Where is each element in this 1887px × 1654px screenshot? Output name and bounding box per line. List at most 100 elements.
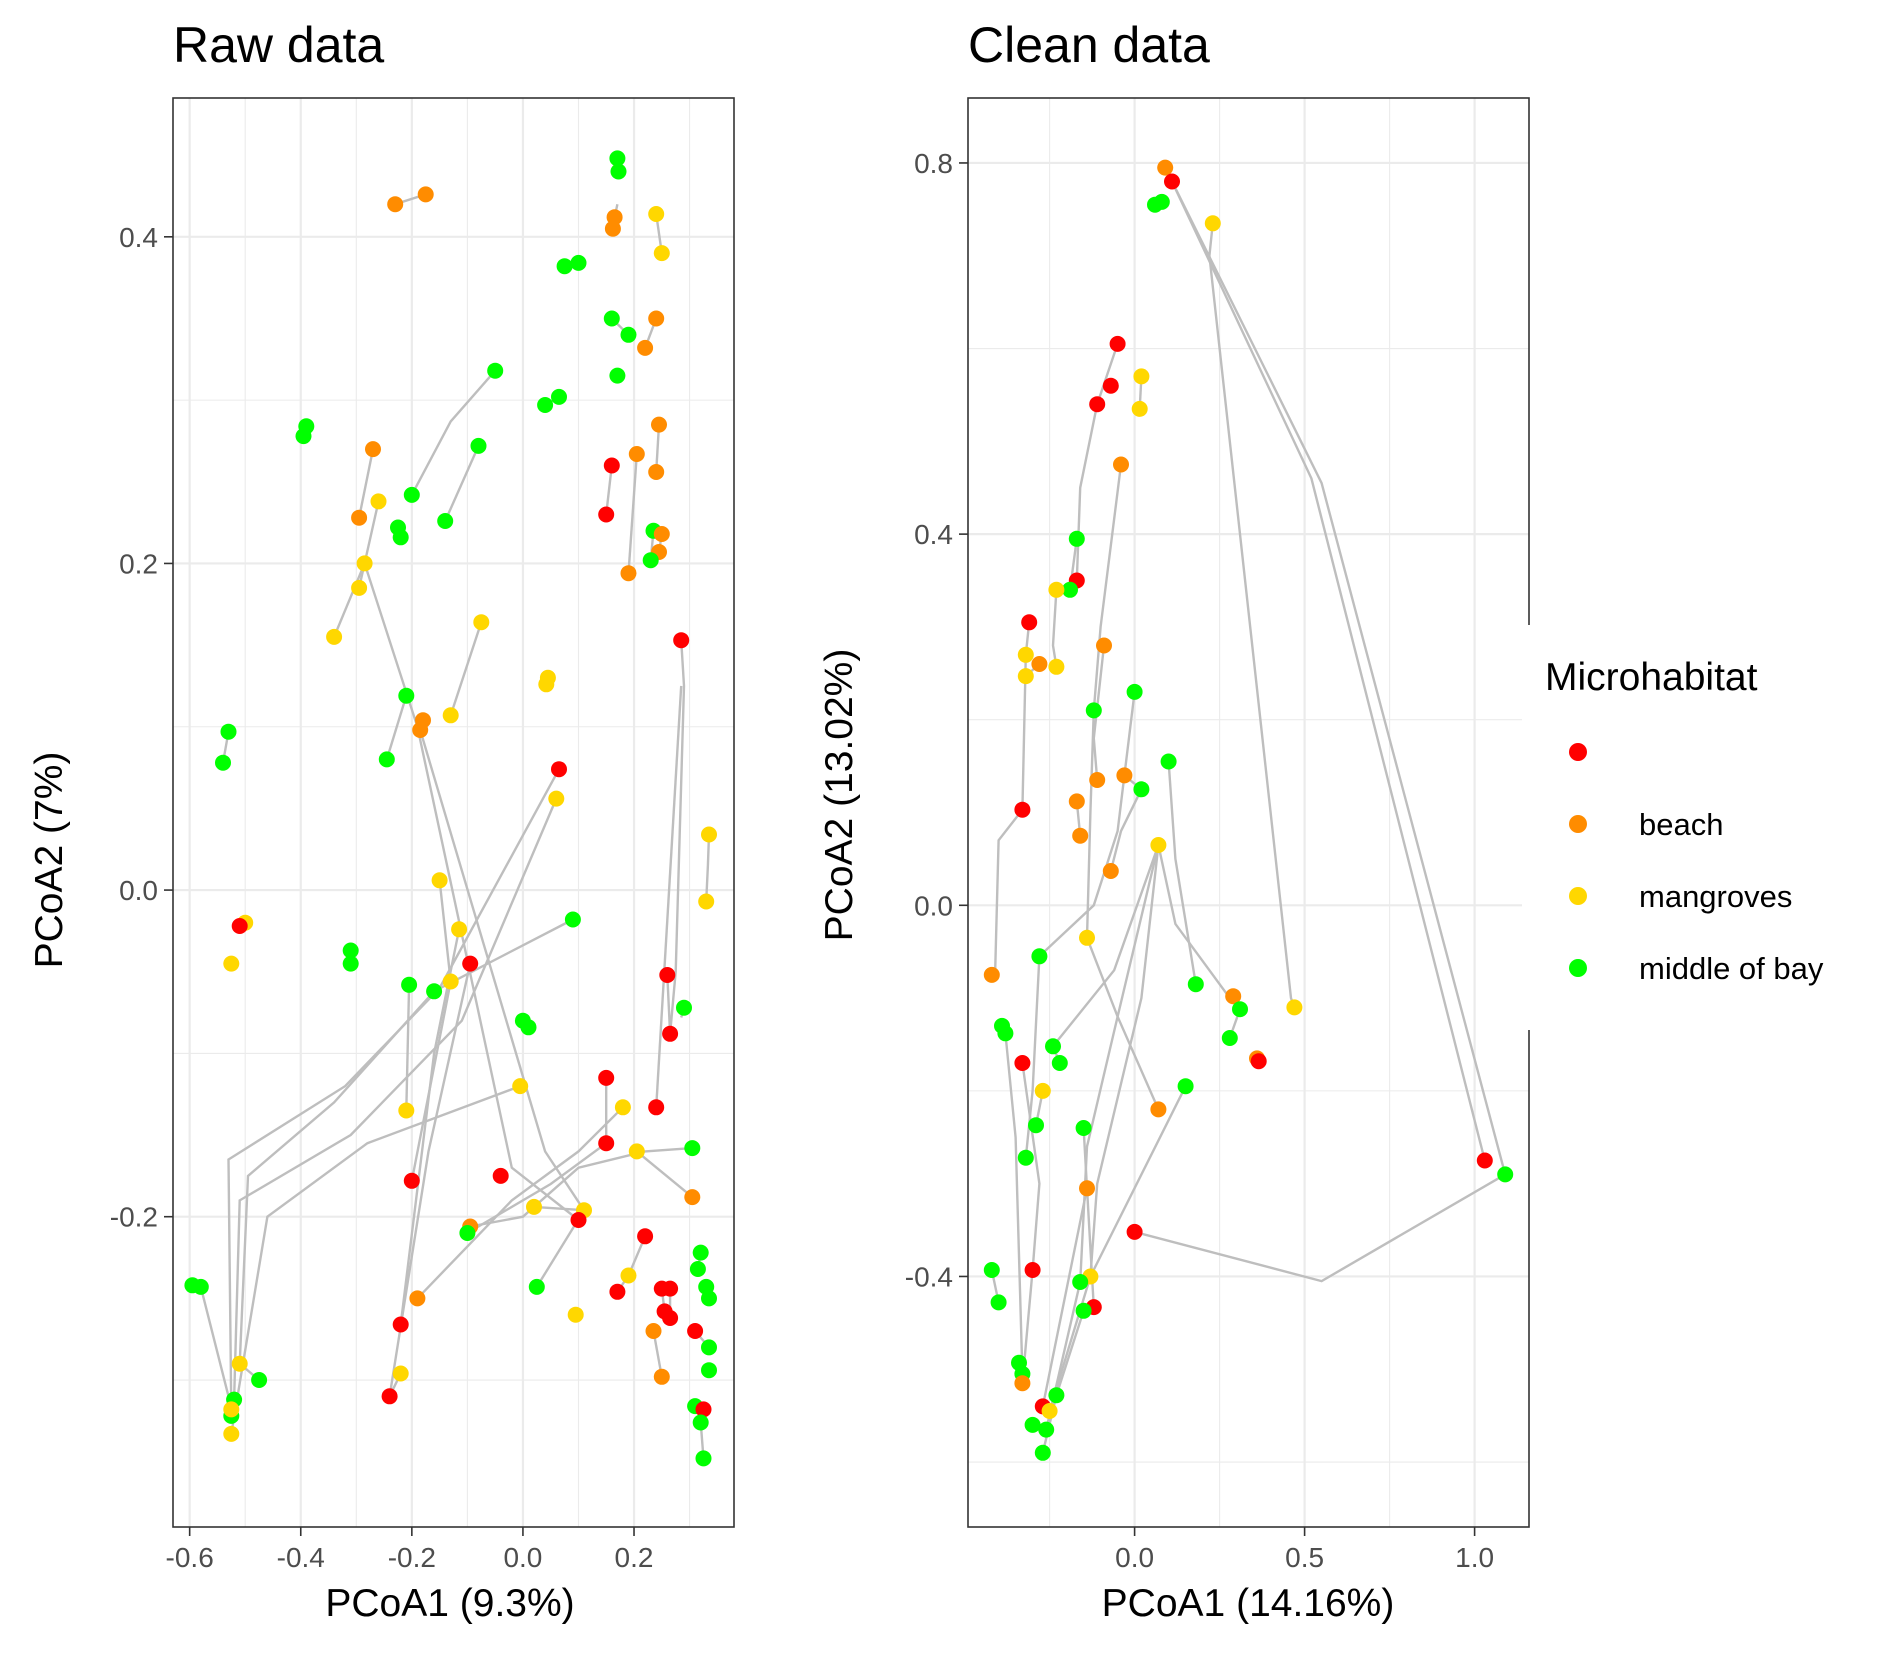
raw-data-point bbox=[437, 513, 454, 529]
raw-data-connector bbox=[533, 1205, 585, 1212]
legend-label: mangroves bbox=[1639, 879, 1792, 914]
raw-data-point bbox=[698, 893, 715, 910]
raw-data-points bbox=[184, 150, 717, 1467]
raw-data-point bbox=[610, 163, 627, 180]
raw-data-point bbox=[637, 339, 654, 356]
raw-data-connector bbox=[227, 768, 561, 1413]
clean-data-point bbox=[1126, 1223, 1143, 1240]
raw-data-connector bbox=[416, 1106, 624, 1300]
clean-data-point bbox=[1072, 827, 1089, 844]
raw-data-point bbox=[431, 872, 448, 889]
raw-data-point bbox=[648, 1099, 665, 1116]
clean-data-point bbox=[1089, 772, 1106, 788]
clean-data-point bbox=[1079, 929, 1095, 946]
raw-data-connector bbox=[636, 1150, 694, 1199]
clean-data-point bbox=[1096, 637, 1112, 654]
raw-data-ticks: -0.6 -0.4 -0.2 0.0 0.2 -0.2 0.0 0.2 0.4 bbox=[110, 222, 654, 1573]
clean-data-point bbox=[1017, 646, 1034, 663]
raw-data-point bbox=[231, 918, 248, 934]
clean-data-point bbox=[1034, 1082, 1051, 1099]
raw-data-point bbox=[487, 362, 504, 379]
raw-data-point bbox=[648, 206, 665, 222]
clean-data-point bbox=[1017, 1149, 1034, 1166]
clean-data-point bbox=[1075, 1120, 1092, 1136]
clean-data-point bbox=[1041, 1403, 1058, 1419]
clean-data-point bbox=[1089, 396, 1106, 413]
raw-data-point bbox=[662, 1025, 679, 1042]
clean-data-point bbox=[1068, 530, 1085, 547]
raw-data-point bbox=[598, 1135, 615, 1152]
raw-data-point bbox=[628, 1143, 645, 1160]
raw-data-point bbox=[653, 1368, 670, 1385]
raw-data-point bbox=[548, 790, 565, 807]
clean-data-connector bbox=[1157, 844, 1234, 1000]
clean-data-title: Clean data bbox=[968, 17, 1210, 73]
clean-data-point bbox=[1014, 1375, 1031, 1392]
raw-data-point bbox=[564, 911, 581, 928]
clean-data-point bbox=[1068, 793, 1085, 810]
clean-data-connector bbox=[990, 808, 1024, 976]
raw-data-point bbox=[662, 1280, 679, 1297]
clean-data-connector bbox=[1109, 788, 1143, 872]
raw-data-panel: Raw data -0.6 -0.4 -0.2 0.0 0.2 -0.2 0.0 0.2 0.4… bbox=[28, 17, 735, 1625]
clean-data-point bbox=[1131, 400, 1148, 417]
clean-data-points bbox=[983, 159, 1514, 1461]
clean-data-point bbox=[1014, 801, 1031, 818]
clean-data-point bbox=[1048, 1387, 1065, 1404]
clean-data-y-axis-title: PCoA2 (13.02%) bbox=[818, 649, 861, 942]
clean-data-point bbox=[1204, 215, 1221, 232]
raw-data-connectors bbox=[192, 158, 711, 1459]
raw-data-connector bbox=[449, 621, 483, 716]
clean-data-connector bbox=[1167, 761, 1197, 985]
raw-data-point bbox=[556, 258, 573, 275]
clean-data-connector bbox=[1051, 589, 1058, 667]
legend-key bbox=[1569, 959, 1587, 977]
raw-data-point bbox=[620, 565, 637, 582]
clean-data-connector bbox=[1079, 844, 1160, 1283]
raw-data-point bbox=[551, 388, 567, 405]
clean-data-point bbox=[1034, 1444, 1051, 1461]
raw-data-point bbox=[398, 1102, 415, 1119]
raw-data-point bbox=[526, 1198, 542, 1215]
clean-data-connectors bbox=[990, 167, 1507, 1454]
clean-data-connector bbox=[1089, 844, 1160, 1277]
clean-data-point bbox=[1031, 948, 1048, 965]
clean-data-y-tick-label: 0.8 bbox=[914, 148, 953, 179]
raw-data-x-tick-label: -0.6 bbox=[166, 1542, 214, 1573]
raw-data-connector bbox=[410, 369, 497, 496]
raw-data-point bbox=[604, 220, 621, 237]
clean-data-y-tick-label: 0.0 bbox=[914, 890, 953, 921]
clean-data-point bbox=[1072, 1274, 1089, 1290]
legend-entries: beach mangroves middle of bay bbox=[1569, 743, 1824, 986]
clean-data-point bbox=[1102, 377, 1119, 394]
clean-data-point bbox=[1028, 1117, 1044, 1134]
raw-data-connector bbox=[230, 1084, 521, 1435]
raw-data-point bbox=[223, 955, 240, 972]
clean-data-point bbox=[1024, 1416, 1041, 1433]
clean-data-point bbox=[983, 1262, 1000, 1278]
raw-data-point bbox=[401, 976, 418, 993]
raw-data-point bbox=[645, 1323, 662, 1339]
clean-data-connector bbox=[1170, 180, 1486, 1161]
raw-data-connector bbox=[238, 918, 574, 1364]
clean-data-point bbox=[1133, 368, 1150, 385]
raw-data-point bbox=[537, 397, 554, 413]
raw-data-point bbox=[365, 441, 381, 458]
raw-data-connector bbox=[605, 465, 613, 515]
clean-data-point bbox=[1150, 837, 1167, 853]
clean-data-connector bbox=[1048, 1085, 1187, 1412]
clean-data-point bbox=[1116, 767, 1133, 784]
raw-data-point bbox=[512, 1078, 529, 1095]
raw-data-point bbox=[651, 416, 667, 433]
clean-data-point bbox=[1017, 668, 1034, 685]
clean-data-point bbox=[1109, 335, 1126, 352]
raw-data-point bbox=[603, 457, 620, 474]
raw-data-title: Raw data bbox=[173, 17, 384, 73]
raw-data-point bbox=[653, 526, 670, 542]
clean-data-connector bbox=[1092, 464, 1123, 711]
clean-data-point bbox=[1045, 1038, 1061, 1055]
clean-data-point bbox=[1153, 193, 1170, 210]
clean-data-point bbox=[1150, 1101, 1167, 1118]
raw-data-point bbox=[392, 529, 409, 546]
